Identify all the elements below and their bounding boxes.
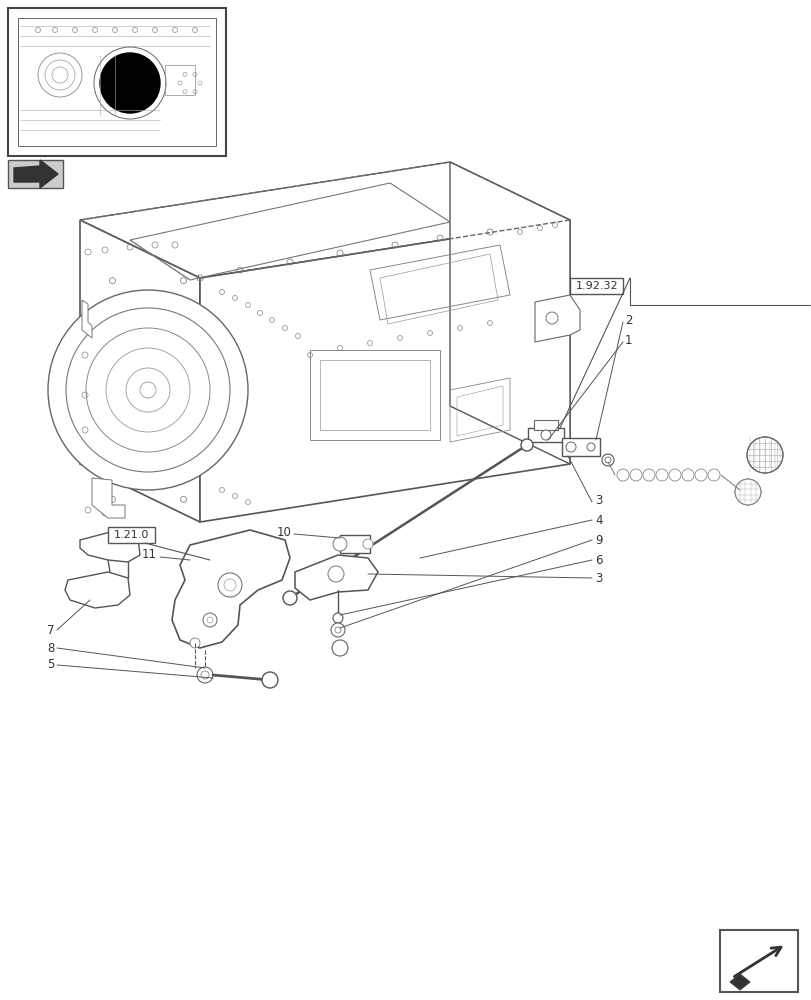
Circle shape xyxy=(332,640,348,656)
Circle shape xyxy=(262,672,277,688)
Bar xyxy=(18,18,216,146)
Circle shape xyxy=(201,671,208,679)
Circle shape xyxy=(203,613,217,627)
Text: 4: 4 xyxy=(594,514,602,526)
Circle shape xyxy=(190,638,200,648)
Circle shape xyxy=(48,290,247,490)
Bar xyxy=(340,535,370,553)
Circle shape xyxy=(328,566,344,582)
Bar xyxy=(534,420,557,430)
Text: 1.92.32: 1.92.32 xyxy=(575,281,617,291)
Circle shape xyxy=(100,53,160,113)
Text: 3: 3 xyxy=(594,493,602,506)
Circle shape xyxy=(521,439,532,451)
Circle shape xyxy=(565,442,575,452)
Bar xyxy=(8,8,225,156)
Circle shape xyxy=(207,617,212,623)
Bar xyxy=(561,438,599,456)
Text: 6: 6 xyxy=(594,554,602,566)
Text: 3: 3 xyxy=(594,572,602,584)
Circle shape xyxy=(586,443,594,451)
Circle shape xyxy=(333,613,342,623)
Circle shape xyxy=(335,627,341,633)
Circle shape xyxy=(540,430,551,440)
Bar xyxy=(527,428,564,442)
Bar xyxy=(165,65,195,95)
Circle shape xyxy=(283,591,297,605)
Polygon shape xyxy=(294,555,378,600)
Polygon shape xyxy=(92,478,125,518)
Polygon shape xyxy=(200,220,569,522)
Circle shape xyxy=(217,573,242,597)
Polygon shape xyxy=(534,295,579,342)
Circle shape xyxy=(545,312,557,324)
Polygon shape xyxy=(65,572,130,608)
Bar xyxy=(8,160,63,188)
Bar xyxy=(108,527,155,543)
Text: 5: 5 xyxy=(48,658,55,672)
Polygon shape xyxy=(14,160,58,188)
Text: 7: 7 xyxy=(47,624,55,637)
Polygon shape xyxy=(80,530,139,562)
Text: 10: 10 xyxy=(277,526,292,538)
Text: 1.21.0: 1.21.0 xyxy=(114,530,149,540)
Text: 1: 1 xyxy=(624,334,632,347)
Bar xyxy=(719,930,797,992)
Text: 2: 2 xyxy=(624,314,632,326)
Circle shape xyxy=(601,454,613,466)
Bar xyxy=(569,278,623,294)
Polygon shape xyxy=(80,220,200,522)
Circle shape xyxy=(604,457,610,463)
Circle shape xyxy=(363,539,372,549)
Polygon shape xyxy=(82,300,92,338)
Circle shape xyxy=(224,579,236,591)
Text: 8: 8 xyxy=(48,642,55,654)
Polygon shape xyxy=(80,162,569,278)
Text: 11: 11 xyxy=(142,548,157,562)
Circle shape xyxy=(331,623,345,637)
Polygon shape xyxy=(449,162,569,464)
Polygon shape xyxy=(172,530,290,648)
Polygon shape xyxy=(729,974,749,990)
Circle shape xyxy=(333,537,346,551)
Circle shape xyxy=(197,667,212,683)
Text: 9: 9 xyxy=(594,534,602,546)
